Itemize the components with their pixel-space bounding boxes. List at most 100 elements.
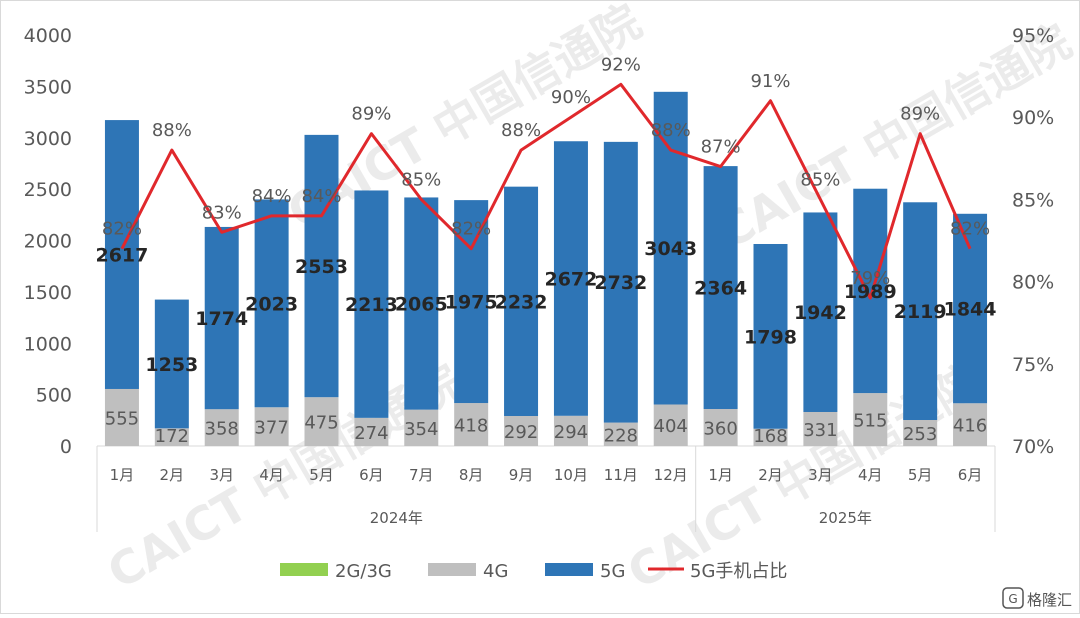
data-label-share: 89%	[900, 104, 940, 125]
data-label-5g: 2672	[544, 269, 597, 291]
x-axis-month-label: 4月	[858, 466, 883, 484]
data-label-5g: 2732	[594, 272, 647, 294]
data-label-share: 79%	[850, 268, 890, 289]
data-label-5g: 1989	[844, 281, 897, 303]
data-label-4g: 168	[753, 426, 787, 447]
data-label-4g: 555	[105, 408, 139, 429]
data-label-5g: 2553	[295, 256, 348, 278]
y-right-tick-label: 80%	[1012, 272, 1054, 294]
bar-4g	[304, 397, 339, 446]
x-axis-month-label: 2月	[758, 466, 783, 484]
legend: 2G/3G 4G 5G 5G手机占比	[280, 561, 787, 582]
legend-label: 5G	[600, 561, 625, 582]
data-label-share: 84%	[301, 186, 341, 207]
data-label-4g: 475	[304, 413, 338, 434]
data-label-4g: 358	[205, 419, 239, 440]
bar-4g	[903, 420, 938, 446]
bar-4g	[104, 388, 139, 446]
bar-5g	[104, 120, 139, 389]
data-label-share: 82%	[950, 219, 990, 240]
bar-5g	[154, 299, 189, 429]
bar-4g	[553, 415, 588, 446]
bar-5g	[404, 197, 439, 410]
x-axis-month-label: 7月	[409, 466, 434, 484]
bar-5g	[204, 226, 239, 410]
y-left-tick-label: 0	[60, 436, 72, 458]
x-axis-month-label: 6月	[359, 466, 384, 484]
data-label-5g: 2213	[345, 294, 398, 316]
x-axis-month-label: 3月	[808, 466, 833, 484]
y-left-tick-label: 1000	[24, 333, 72, 355]
data-label-share: 90%	[551, 87, 591, 108]
y-left-tick-label: 4000	[24, 25, 72, 47]
x-axis-month-label: 6月	[958, 466, 983, 484]
x-axis-month-label: 1月	[708, 466, 733, 484]
bar-4g	[603, 422, 638, 446]
y-left-tick-label: 500	[36, 385, 72, 407]
x-axis-month-label: 4月	[259, 466, 284, 484]
axes: 0 500 1000 1500 2000 2500 3000 3500 4000 70% 75% 80…	[24, 25, 1054, 532]
legend-label: 4G	[483, 561, 508, 582]
data-label-4g: 274	[354, 423, 388, 444]
data-label-5g: 1942	[794, 302, 847, 324]
data-label-share: 91%	[750, 71, 790, 92]
bar-4g	[653, 404, 688, 446]
badge-icon	[1002, 587, 1024, 609]
legend-label: 5G手机占比	[690, 561, 787, 582]
x-axis-month-label: 5月	[309, 466, 334, 484]
y-left-tick-label: 2500	[24, 179, 72, 201]
data-label-4g: 228	[604, 425, 638, 446]
data-label-5g: 1975	[445, 292, 498, 314]
badge-text: 格隆汇	[1027, 591, 1072, 609]
data-label-4g: 292	[504, 422, 538, 443]
x-axis-month-label: 8月	[459, 466, 484, 484]
bars	[104, 91, 988, 446]
data-label-4g: 354	[404, 419, 438, 440]
x-axis-year-label: 2025年	[819, 509, 872, 527]
bar-5g	[853, 188, 888, 394]
bar-5g	[454, 200, 489, 404]
data-label-5g: 1774	[195, 308, 248, 330]
bar-4g	[504, 415, 539, 446]
badge-icon-glyph: G	[1008, 592, 1017, 606]
legend-swatch	[428, 563, 476, 576]
data-label-share: 85%	[800, 169, 840, 190]
data-label-share: 92%	[601, 54, 641, 75]
x-axis-month-label: 5月	[908, 466, 933, 484]
data-label-5g: 2119	[894, 301, 947, 323]
bar-5g	[553, 141, 588, 416]
data-labels: 555 2617 172 1253 358 1774 377 2023 475 2553 274 22…	[95, 54, 996, 447]
data-label-4g: 360	[703, 419, 737, 440]
bar-5g	[254, 199, 289, 408]
data-label-4g: 515	[853, 411, 887, 432]
y-left-tick-label: 3500	[24, 76, 72, 98]
data-label-5g: 1844	[944, 299, 997, 321]
bar-4g	[853, 393, 888, 446]
data-label-share: 82%	[451, 219, 491, 240]
bar-4g	[953, 403, 988, 446]
legend-swatch	[280, 563, 328, 576]
x-axis-month-label: 11月	[604, 466, 638, 484]
y-right-tick-label: 75%	[1012, 354, 1054, 376]
bar-4g	[404, 409, 439, 446]
data-label-4g: 418	[454, 416, 488, 437]
y-left-tick-label: 3000	[24, 128, 72, 150]
data-label-4g: 172	[155, 426, 189, 447]
bar-5g	[703, 166, 738, 410]
bar-4g	[454, 403, 489, 446]
data-label-4g: 416	[953, 416, 987, 437]
data-label-share: 88%	[501, 120, 541, 141]
x-axis-month-label: 10月	[554, 466, 588, 484]
data-label-5g: 2617	[95, 245, 148, 267]
data-label-share: 83%	[202, 202, 242, 223]
data-label-4g: 294	[554, 422, 588, 443]
corner-badge: G 格隆汇	[1002, 587, 1072, 609]
y-right-tick-label: 85%	[1012, 189, 1054, 211]
bar-5g	[653, 91, 688, 405]
x-axis-month-label: 12月	[654, 466, 688, 484]
data-label-share: 84%	[252, 186, 292, 207]
share-line	[120, 82, 972, 300]
data-label-share: 88%	[651, 120, 691, 141]
